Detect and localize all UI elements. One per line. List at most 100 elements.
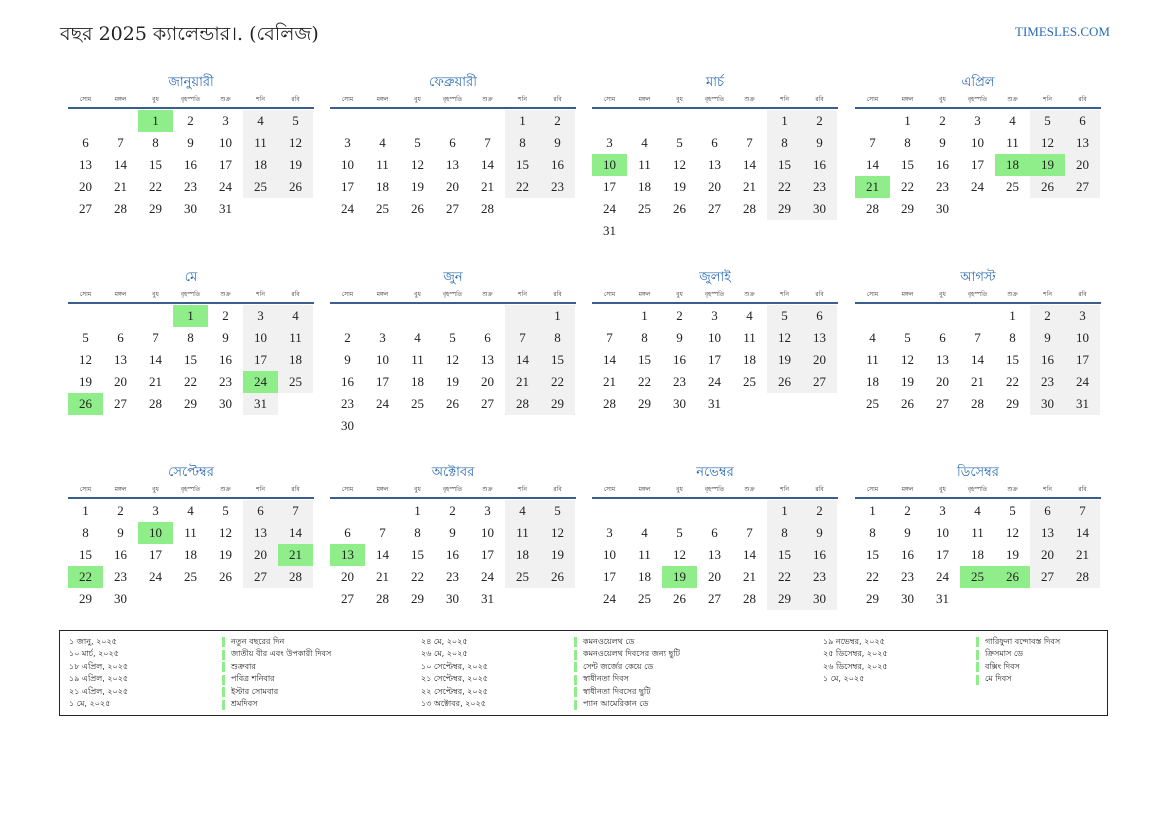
day-cell[interactable]: 11 — [638, 157, 651, 172]
day-cell[interactable]: 9 — [540, 132, 575, 154]
day-cell[interactable]: 14 — [743, 157, 756, 172]
day-cell[interactable]: 1 — [641, 308, 648, 323]
holiday-day-cell[interactable]: 21 — [855, 176, 890, 198]
day-cell[interactable]: 26 — [901, 396, 914, 411]
day-cell[interactable]: 28 — [278, 566, 313, 588]
day-cell[interactable]: 25 — [743, 374, 756, 389]
day-cell[interactable]: 1 — [82, 503, 89, 518]
day-cell[interactable]: 23 — [446, 569, 459, 584]
day-cell[interactable]: 2 — [802, 500, 837, 522]
day-cell[interactable]: 8 — [641, 330, 648, 345]
day-cell[interactable]: 20 — [1030, 544, 1065, 566]
day-cell[interactable]: 25 — [1006, 179, 1019, 194]
day-cell[interactable]: 31 — [936, 591, 949, 606]
day-cell[interactable]: 15 — [767, 544, 802, 566]
holiday-day-cell[interactable]: 1 — [138, 110, 173, 132]
day-cell[interactable]: 30 — [114, 591, 127, 606]
day-cell[interactable]: 18 — [638, 179, 651, 194]
day-cell[interactable]: 9 — [676, 330, 683, 345]
day-cell[interactable]: 27 — [802, 371, 837, 393]
day-cell[interactable]: 11 — [376, 157, 389, 172]
day-cell[interactable]: 19 — [79, 374, 92, 389]
day-cell[interactable]: 17 — [936, 547, 949, 562]
day-cell[interactable]: 11 — [638, 547, 651, 562]
day-cell[interactable]: 4 — [746, 308, 753, 323]
day-cell[interactable]: 3 — [974, 113, 981, 128]
day-cell[interactable]: 2 — [222, 308, 229, 323]
day-cell[interactable]: 28 — [114, 201, 127, 216]
day-cell[interactable]: 19 — [767, 349, 802, 371]
day-cell[interactable]: 1 — [869, 503, 876, 518]
day-cell[interactable]: 17 — [1065, 349, 1100, 371]
site-link[interactable]: TIMESLES.COM — [1015, 24, 1110, 39]
day-cell[interactable]: 10 — [603, 547, 616, 562]
day-cell[interactable]: 9 — [939, 135, 946, 150]
day-cell[interactable]: 8 — [869, 525, 876, 540]
day-cell[interactable]: 4 — [869, 330, 876, 345]
day-cell[interactable]: 3 — [606, 525, 613, 540]
day-cell[interactable]: 12 — [411, 157, 424, 172]
day-cell[interactable]: 17 — [243, 349, 278, 371]
holiday-day-cell[interactable]: 1 — [173, 305, 208, 327]
day-cell[interactable]: 15 — [767, 154, 802, 176]
day-cell[interactable]: 30 — [901, 591, 914, 606]
day-cell[interactable]: 10 — [341, 157, 354, 172]
day-cell[interactable]: 8 — [767, 132, 802, 154]
day-cell[interactable]: 4 — [1009, 113, 1016, 128]
day-cell[interactable]: 8 — [505, 132, 540, 154]
day-cell[interactable]: 26 — [446, 396, 459, 411]
day-cell[interactable]: 10 — [481, 525, 494, 540]
day-cell[interactable]: 20 — [114, 374, 127, 389]
day-cell[interactable]: 6 — [117, 330, 124, 345]
day-cell[interactable]: 4 — [641, 135, 648, 150]
day-cell[interactable]: 3 — [939, 503, 946, 518]
day-cell[interactable]: 26 — [219, 569, 232, 584]
day-cell[interactable]: 5 — [82, 330, 89, 345]
day-cell[interactable]: 12 — [901, 352, 914, 367]
day-cell[interactable]: 28 — [376, 591, 389, 606]
day-cell[interactable]: 1 — [1009, 308, 1016, 323]
day-cell[interactable]: 17 — [149, 547, 162, 562]
day-cell[interactable]: 16 — [901, 547, 914, 562]
day-cell[interactable]: 16 — [540, 154, 575, 176]
day-cell[interactable]: 23 — [1030, 371, 1065, 393]
day-cell[interactable]: 17 — [603, 179, 616, 194]
day-cell[interactable]: 11 — [505, 522, 540, 544]
day-cell[interactable]: 15 — [184, 352, 197, 367]
day-cell[interactable]: 29 — [767, 588, 802, 610]
day-cell[interactable]: 4 — [505, 500, 540, 522]
day-cell[interactable]: 15 — [149, 157, 162, 172]
day-cell[interactable]: 31 — [481, 591, 494, 606]
day-cell[interactable]: 21 — [743, 179, 756, 194]
day-cell[interactable]: 12 — [1006, 525, 1019, 540]
holiday-day-cell[interactable]: 19 — [662, 566, 697, 588]
day-cell[interactable]: 22 — [767, 566, 802, 588]
day-cell[interactable]: 25 — [184, 569, 197, 584]
day-cell[interactable]: 26 — [278, 176, 313, 198]
day-cell[interactable]: 12 — [278, 132, 313, 154]
day-cell[interactable]: 28 — [481, 201, 494, 216]
day-cell[interactable]: 14 — [743, 547, 756, 562]
day-cell[interactable]: 18 — [743, 352, 756, 367]
day-cell[interactable]: 26 — [1030, 176, 1065, 198]
day-cell[interactable]: 24 — [219, 179, 232, 194]
day-cell[interactable]: 30 — [802, 198, 837, 220]
day-cell[interactable]: 17 — [341, 179, 354, 194]
day-cell[interactable]: 13 — [708, 157, 721, 172]
day-cell[interactable]: 5 — [414, 135, 421, 150]
day-cell[interactable]: 12 — [1030, 132, 1065, 154]
day-cell[interactable]: 8 — [82, 525, 89, 540]
day-cell[interactable]: 19 — [411, 179, 424, 194]
day-cell[interactable]: 27 — [243, 566, 278, 588]
day-cell[interactable]: 24 — [1065, 371, 1100, 393]
day-cell[interactable]: 18 — [411, 374, 424, 389]
day-cell[interactable]: 20 — [708, 179, 721, 194]
day-cell[interactable]: 27 — [341, 591, 354, 606]
day-cell[interactable]: 19 — [1006, 547, 1019, 562]
day-cell[interactable]: 9 — [802, 522, 837, 544]
day-cell[interactable]: 3 — [484, 503, 491, 518]
day-cell[interactable]: 15 — [638, 352, 651, 367]
day-cell[interactable]: 10 — [243, 327, 278, 349]
day-cell[interactable]: 19 — [219, 547, 232, 562]
day-cell[interactable]: 24 — [708, 374, 721, 389]
